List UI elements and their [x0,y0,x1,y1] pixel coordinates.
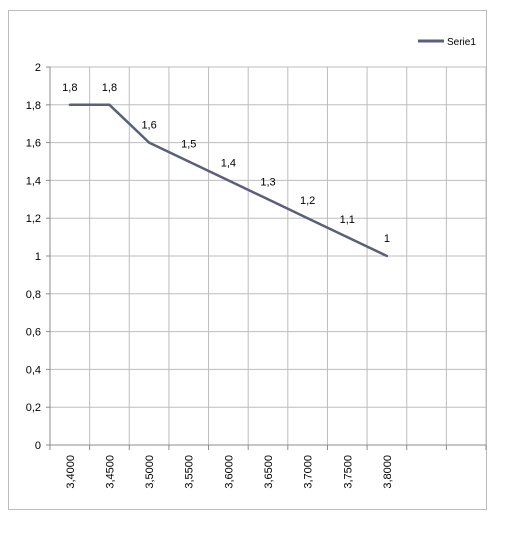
x-tick-label: 3,6000 [223,455,235,489]
data-point [187,160,190,163]
data-point [68,103,72,107]
y-tick-label: 1,4 [26,175,41,187]
x-tick-label: 3,8000 [382,455,394,489]
data-label: 1,3 [260,176,275,188]
series [68,103,389,258]
data-label: 1,8 [102,82,117,94]
data-label: 1,8 [62,82,77,94]
data-point [385,254,389,258]
x-tick-label: 3,7500 [342,455,354,489]
y-tick-label: 0,4 [26,364,41,376]
x-tick-label: 3,5000 [144,455,156,489]
y-tick-label: 0 [35,440,41,452]
data-label: 1,5 [181,139,196,151]
y-tick-label: 0,2 [26,402,41,414]
x-tick-label: 3,7000 [303,455,315,489]
y-tick-label: 0,6 [26,327,41,339]
y-tick-label: 1,6 [26,138,41,150]
data-label: 1,1 [340,214,355,226]
data-point [147,141,151,144]
data-point [266,198,270,201]
data-point [346,235,349,239]
data-point [227,179,230,182]
data-label: 1,6 [141,120,156,132]
data-point [306,217,309,220]
y-tick-label: 1,2 [26,213,41,225]
gridlines [50,66,487,445]
x-tick-label: 3,5500 [184,455,196,489]
x-tick-label: 3,6500 [263,455,275,489]
legend-label-serie1: Serie1 [447,37,476,48]
y-tick-label: 2 [35,62,41,74]
data-label: 1,2 [300,195,315,207]
axes: 0 0,2 0,4 0,6 0,8 1 1,2 1,4 1,6 1,8 2 3,4000 3,4500 3… [26,62,487,489]
y-tick-label: 1,8 [26,100,41,112]
data-point [108,103,111,107]
x-tick-label: 3,4000 [65,455,77,489]
data-label: 1 [384,233,390,245]
y-tick-label: 1 [35,251,41,263]
y-tick-label: 0,8 [26,289,41,301]
legend: Serie1 [418,37,476,48]
x-tick-label: 3,4500 [104,455,116,489]
data-label: 1,4 [221,157,236,169]
data-labels: 1,8 1,8 1,6 1,5 1,4 1,3 1,2 1,1 1 [62,82,390,245]
